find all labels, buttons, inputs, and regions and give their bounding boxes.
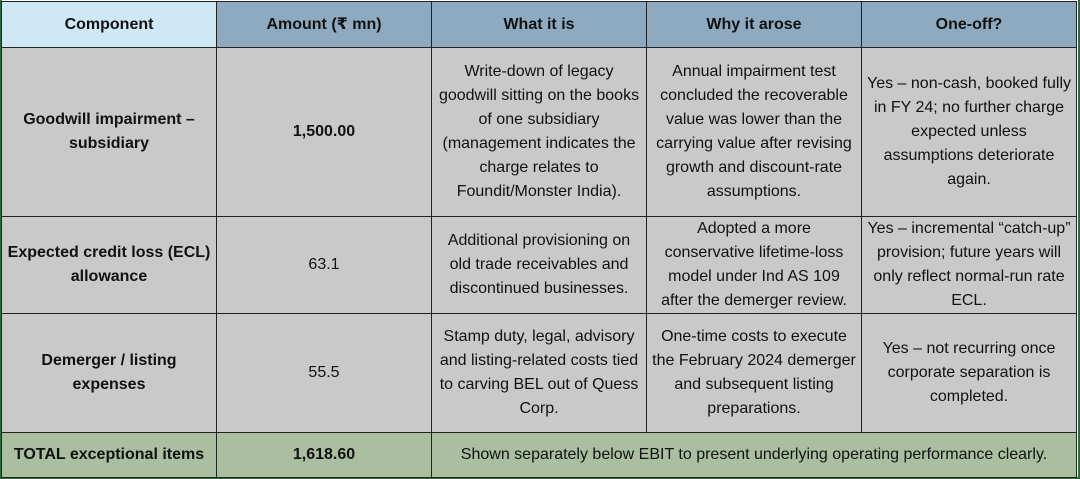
cell-amount[interactable]: 63.1	[216, 216, 432, 314]
cell-amount[interactable]: 1,500.00	[216, 47, 432, 217]
cell-oneoff[interactable]: Yes – non-cash, booked fully in FY 24; n…	[861, 47, 1077, 217]
header-cell-component[interactable]: Component	[1, 1, 217, 48]
cell-oneoff[interactable]: Yes – not recurring once corporate separ…	[861, 313, 1077, 433]
header-cell-what[interactable]: What it is	[431, 1, 647, 48]
cell-what[interactable]: Stamp duty, legal, advisory and listing-…	[431, 313, 647, 433]
header-cell-amount[interactable]: Amount (₹ mn)	[216, 1, 432, 48]
cell-why[interactable]: Annual impairment test concluded the rec…	[646, 47, 862, 217]
table-row: Goodwill impairment – subsidiary 1,500.0…	[1, 47, 1077, 217]
total-row: TOTAL exceptional items 1,618.60 Shown s…	[1, 432, 1077, 478]
cell-total-label[interactable]: TOTAL exceptional items	[1, 432, 217, 478]
table-row: Expected credit loss (ECL) allowance 63.…	[1, 216, 1077, 314]
cell-component[interactable]: Demerger / listing expenses	[1, 313, 217, 433]
header-cell-why[interactable]: Why it arose	[646, 1, 862, 48]
cell-component[interactable]: Expected credit loss (ECL) allowance	[1, 216, 217, 314]
cell-what[interactable]: Additional provisioning on old trade rec…	[431, 216, 647, 314]
cell-amount[interactable]: 55.5	[216, 313, 432, 433]
cell-oneoff[interactable]: Yes – incremental “catch-up” provision; …	[861, 216, 1077, 314]
cell-total-amount[interactable]: 1,618.60	[216, 432, 432, 478]
table-header-row: Component Amount (₹ mn) What it is Why i…	[1, 1, 1077, 48]
cell-what[interactable]: Write-down of legacy goodwill sitting on…	[431, 47, 647, 217]
cell-total-note[interactable]: Shown separately below EBIT to present u…	[431, 432, 1077, 478]
cell-why[interactable]: One-time costs to execute the February 2…	[646, 313, 862, 433]
cell-component[interactable]: Goodwill impairment – subsidiary	[1, 47, 217, 217]
table-row: Demerger / listing expenses 55.5 Stamp d…	[1, 313, 1077, 433]
cell-why[interactable]: Adopted a more conservative lifetime-los…	[646, 216, 862, 314]
header-cell-oneoff[interactable]: One-off?	[861, 1, 1077, 48]
